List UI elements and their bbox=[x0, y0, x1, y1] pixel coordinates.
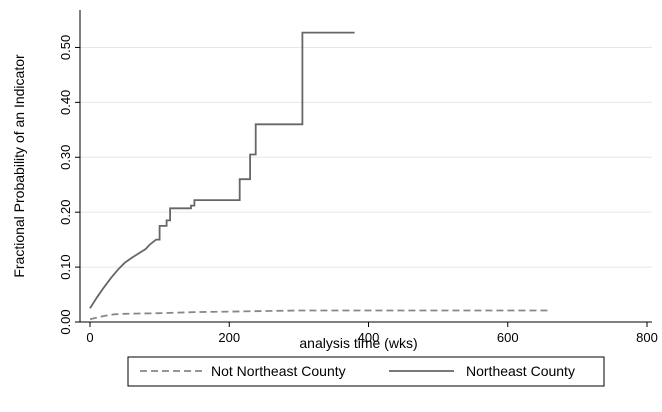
series-line-northeast bbox=[89, 31, 355, 309]
y-ticks: 0.00 0.10 0.20 0.30 0.40 0.50 bbox=[58, 35, 80, 335]
y-tick-label-0: 0.00 bbox=[58, 309, 73, 334]
series-line-not-northeast bbox=[89, 309, 550, 321]
legend-label-not-northeast: Not Northeast County bbox=[211, 363, 346, 379]
legend-box bbox=[127, 356, 605, 387]
x-tick-label-3: 600 bbox=[497, 330, 519, 345]
axes bbox=[79, 10, 652, 323]
y-tick-label-2: 0.20 bbox=[58, 200, 73, 225]
x-ticks: 0 200 400 600 800 bbox=[86, 322, 658, 345]
x-tick-label-2: 400 bbox=[358, 330, 380, 345]
y-axis-title: Fractional Probability of an Indicator bbox=[11, 54, 27, 278]
grid-lines bbox=[80, 46, 652, 323]
legend-label-northeast: Northeast County bbox=[466, 363, 575, 379]
x-tick-label-4: 800 bbox=[636, 330, 658, 345]
x-tick-label-0: 0 bbox=[86, 330, 93, 345]
x-tick-label-1: 200 bbox=[218, 330, 240, 345]
y-tick-label-4: 0.40 bbox=[58, 90, 73, 115]
y-tick-label-1: 0.10 bbox=[58, 254, 73, 279]
y-tick-label-3: 0.30 bbox=[58, 145, 73, 170]
legend: Not Northeast County Northeast County bbox=[127, 356, 605, 387]
x-axis-title: analysis time (wks) bbox=[299, 335, 417, 351]
y-tick-label-5: 0.50 bbox=[58, 35, 73, 60]
series-layer bbox=[89, 31, 550, 321]
